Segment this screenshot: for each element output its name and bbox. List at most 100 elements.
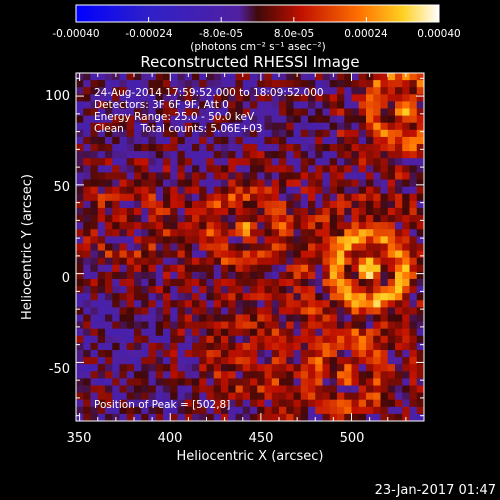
heatmap-cell bbox=[155, 328, 164, 337]
heatmap-cell bbox=[148, 364, 157, 372]
heatmap-cell bbox=[409, 115, 418, 124]
heatmap-cell bbox=[134, 392, 142, 401]
heatmap-cell bbox=[112, 215, 121, 223]
heatmap-cell bbox=[155, 385, 164, 394]
heatmap-cell bbox=[155, 94, 164, 103]
heatmap-cell bbox=[293, 151, 302, 159]
heatmap-cell bbox=[155, 186, 164, 195]
heatmap-cell bbox=[358, 392, 367, 401]
heatmap-cell bbox=[402, 250, 411, 259]
heatmap-cell bbox=[279, 144, 287, 152]
heatmap-cell bbox=[141, 378, 150, 387]
heatmap-cell bbox=[97, 378, 106, 387]
heatmap-cell bbox=[373, 200, 382, 209]
heatmap-cell bbox=[409, 158, 418, 166]
heatmap-cell bbox=[351, 243, 360, 252]
heatmap-cell bbox=[351, 342, 360, 351]
heatmap-cell bbox=[387, 271, 396, 280]
heatmap-cell bbox=[351, 392, 360, 401]
heatmap-cell bbox=[402, 144, 411, 152]
heatmap-cell bbox=[90, 229, 99, 237]
heatmap-cell bbox=[308, 321, 316, 330]
heatmap-cell bbox=[213, 229, 222, 237]
heatmap-cell bbox=[112, 94, 121, 103]
heatmap-cell bbox=[387, 371, 396, 379]
heatmap-cell bbox=[134, 101, 142, 110]
heatmap-cell bbox=[271, 349, 280, 358]
heatmap-cell bbox=[271, 108, 280, 117]
heatmap-cell bbox=[155, 207, 164, 216]
x-tick-label-350: 350 bbox=[67, 431, 92, 446]
heatmap-cell bbox=[199, 136, 208, 145]
heatmap-cell bbox=[337, 328, 345, 337]
heatmap-cell bbox=[250, 108, 258, 117]
heatmap-cell bbox=[329, 357, 338, 365]
heatmap-cell bbox=[416, 207, 424, 216]
heatmap-cell bbox=[242, 399, 251, 408]
heatmap-cell bbox=[206, 378, 215, 387]
heatmap-cell bbox=[221, 144, 229, 152]
heatmap-cell bbox=[322, 158, 331, 166]
heatmap-cell bbox=[373, 293, 382, 301]
heatmap-cell bbox=[163, 271, 171, 280]
heatmap-cell bbox=[177, 385, 186, 394]
heatmap-cell bbox=[351, 94, 360, 103]
heatmap-cell bbox=[90, 378, 99, 387]
heatmap-cell bbox=[409, 250, 418, 259]
heatmap-cell bbox=[293, 364, 302, 372]
heatmap-cell bbox=[83, 115, 92, 124]
heatmap-cell bbox=[90, 186, 99, 195]
heatmap-cell bbox=[112, 321, 121, 330]
heatmap-cell bbox=[221, 108, 229, 117]
heatmap-cell bbox=[300, 357, 309, 365]
heatmap-cell bbox=[228, 151, 237, 159]
heatmap-cell bbox=[83, 151, 92, 159]
heatmap-cell bbox=[213, 243, 222, 252]
heatmap-cell bbox=[199, 94, 208, 103]
heatmap-cell bbox=[329, 222, 338, 230]
heatmap-cell bbox=[373, 378, 382, 387]
heatmap-cell bbox=[380, 357, 389, 365]
heatmap-cell bbox=[300, 200, 309, 209]
heatmap-cell bbox=[308, 293, 316, 301]
heatmap-cell bbox=[293, 300, 302, 308]
heatmap-cell bbox=[395, 222, 403, 230]
heatmap-cell bbox=[308, 200, 316, 209]
heatmap-cell bbox=[322, 364, 331, 372]
heatmap-cell bbox=[402, 342, 411, 351]
heatmap-cell bbox=[308, 158, 316, 166]
heatmap-cell bbox=[105, 73, 113, 81]
heatmap-cell bbox=[242, 264, 251, 273]
heatmap-cell bbox=[76, 136, 84, 145]
heatmap-cell bbox=[387, 300, 396, 308]
heatmap-cell bbox=[221, 80, 229, 88]
heatmap-cell bbox=[119, 200, 128, 209]
heatmap-cell bbox=[358, 80, 367, 88]
heatmap-cell bbox=[148, 193, 157, 202]
heatmap-cell bbox=[416, 257, 424, 266]
heatmap-cell bbox=[148, 243, 157, 252]
heatmap-cell bbox=[329, 328, 338, 337]
heatmap-cell bbox=[184, 122, 193, 131]
heatmap-cell bbox=[271, 307, 280, 316]
heatmap-cell bbox=[402, 87, 411, 95]
heatmap-cell bbox=[163, 250, 171, 259]
heatmap-cell bbox=[300, 151, 309, 159]
heatmap-cell bbox=[329, 122, 338, 131]
heatmap-cell bbox=[250, 257, 258, 266]
heatmap-cell bbox=[337, 215, 345, 223]
heatmap-cell bbox=[395, 264, 403, 273]
heatmap-cell bbox=[83, 342, 92, 351]
heatmap-cell bbox=[90, 278, 99, 287]
heatmap-cell bbox=[213, 215, 222, 223]
heatmap-cell bbox=[83, 229, 92, 237]
heatmap-cell bbox=[402, 349, 411, 358]
heatmap-cell bbox=[163, 300, 171, 308]
heatmap-cell bbox=[373, 229, 382, 237]
heatmap-cell bbox=[315, 207, 324, 216]
heatmap-cell bbox=[329, 129, 338, 138]
heatmap-cell bbox=[373, 172, 382, 181]
heatmap-cell bbox=[141, 172, 150, 181]
heatmap-cell bbox=[366, 215, 374, 223]
heatmap-cell bbox=[76, 349, 84, 358]
